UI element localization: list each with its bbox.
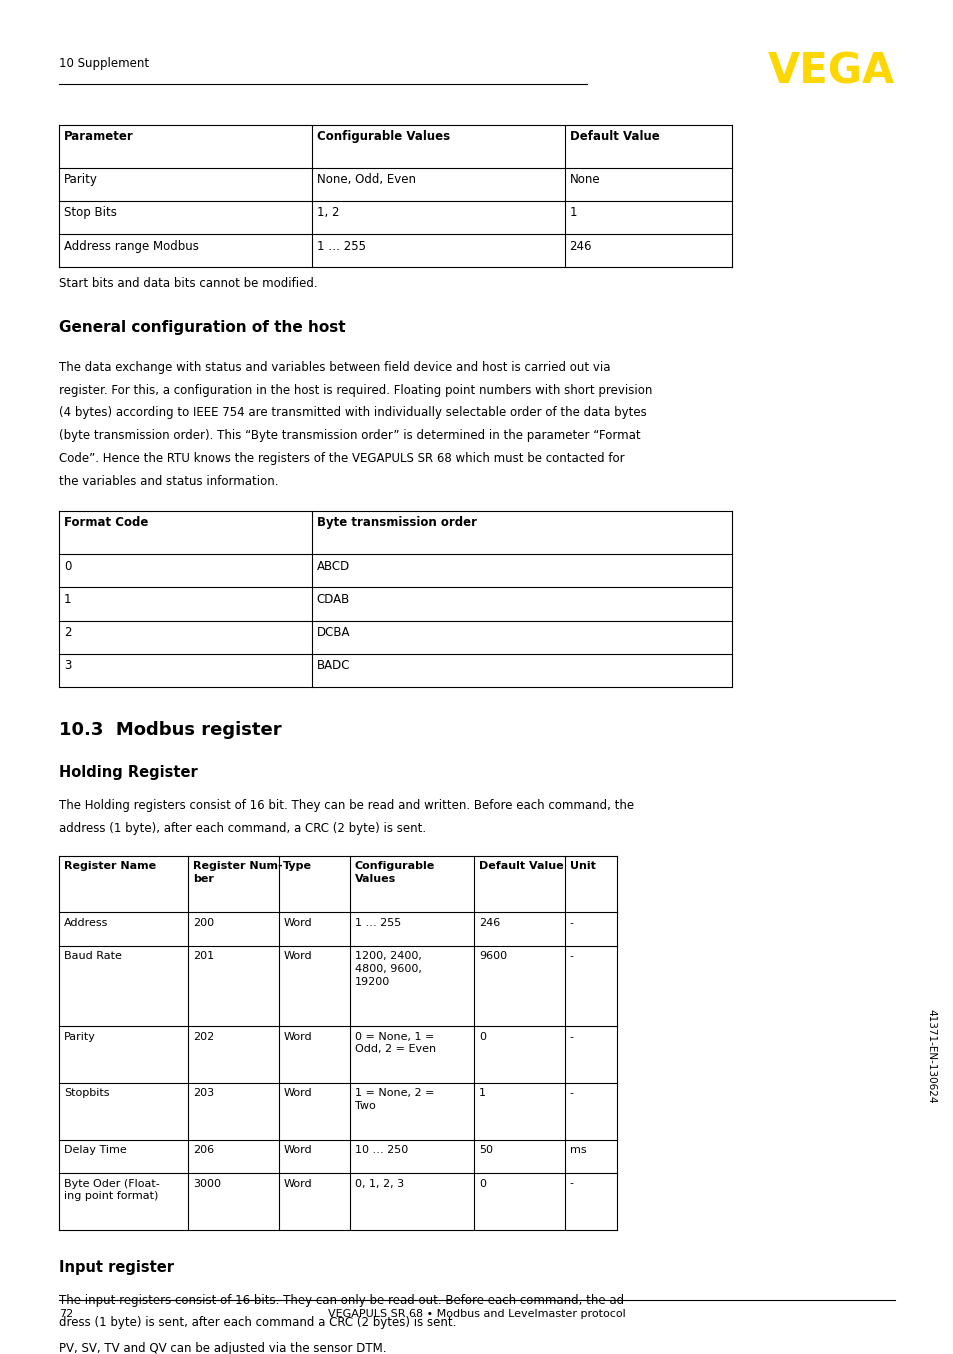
Text: Word: Word: [283, 918, 312, 927]
Text: Configurable
Values: Configurable Values: [355, 861, 435, 884]
Text: 9600: 9600: [478, 951, 506, 961]
Text: 0: 0: [478, 1032, 485, 1041]
Text: DCBA: DCBA: [316, 626, 350, 639]
Text: Word: Word: [283, 951, 312, 961]
Text: ABCD: ABCD: [316, 559, 350, 573]
Text: Byte Oder (Float-
ing point format): Byte Oder (Float- ing point format): [64, 1178, 159, 1201]
Text: 246: 246: [478, 918, 499, 927]
Text: Input register: Input register: [59, 1259, 174, 1274]
Text: 10.3  Modbus register: 10.3 Modbus register: [59, 720, 281, 739]
Text: Stop Bits: Stop Bits: [64, 206, 116, 219]
Text: None, Odd, Even: None, Odd, Even: [316, 173, 416, 187]
Text: 1: 1: [569, 206, 577, 219]
Text: 1, 2: 1, 2: [316, 206, 339, 219]
Text: 10 … 250: 10 … 250: [355, 1145, 408, 1155]
Text: Start bits and data bits cannot be modified.: Start bits and data bits cannot be modif…: [59, 276, 317, 290]
Text: Address: Address: [64, 918, 109, 927]
Text: 202: 202: [193, 1032, 213, 1041]
Text: 10 Supplement: 10 Supplement: [59, 57, 149, 70]
Text: Word: Word: [283, 1145, 312, 1155]
Text: -: -: [569, 1032, 573, 1041]
Text: The data exchange with status and variables between field device and host is car: The data exchange with status and variab…: [59, 360, 610, 374]
Text: Configurable Values: Configurable Values: [316, 130, 450, 144]
Text: Default Value: Default Value: [569, 130, 659, 144]
Text: 206: 206: [193, 1145, 213, 1155]
Text: General configuration of the host: General configuration of the host: [59, 320, 345, 336]
Text: 2: 2: [64, 626, 71, 639]
Text: 203: 203: [193, 1089, 213, 1098]
Text: ms: ms: [569, 1145, 585, 1155]
Text: Register Name: Register Name: [64, 861, 156, 871]
Text: 3: 3: [64, 659, 71, 672]
Text: Parity: Parity: [64, 173, 98, 187]
Text: 1 … 255: 1 … 255: [316, 240, 365, 253]
Text: register. For this, a configuration in the host is required. Floating point numb: register. For this, a configuration in t…: [59, 383, 652, 397]
Text: Parameter: Parameter: [64, 130, 133, 144]
Text: PV, SV, TV and QV can be adjusted via the sensor DTM.: PV, SV, TV and QV can be adjusted via th…: [59, 1342, 386, 1354]
Text: Default Value: Default Value: [478, 861, 563, 871]
Text: Word: Word: [283, 1178, 312, 1189]
Text: dress (1 byte) is sent, after each command a CRC (2 bytes) is sent.: dress (1 byte) is sent, after each comma…: [59, 1316, 456, 1330]
Text: address (1 byte), after each command, a CRC (2 byte) is sent.: address (1 byte), after each command, a …: [59, 822, 426, 835]
Text: Register Num-
ber: Register Num- ber: [193, 861, 282, 884]
Text: CDAB: CDAB: [316, 593, 350, 605]
Text: 246: 246: [569, 240, 592, 253]
Text: 50: 50: [478, 1145, 493, 1155]
Text: 1: 1: [478, 1089, 485, 1098]
Text: Word: Word: [283, 1089, 312, 1098]
Text: Parity: Parity: [64, 1032, 95, 1041]
Text: 72: 72: [59, 1309, 73, 1319]
Text: Address range Modbus: Address range Modbus: [64, 240, 198, 253]
Text: Baud Rate: Baud Rate: [64, 951, 122, 961]
Text: the variables and status information.: the variables and status information.: [59, 475, 278, 487]
Text: The Holding registers consist of 16 bit. They can be read and written. Before ea: The Holding registers consist of 16 bit.…: [59, 799, 634, 812]
Text: (4 bytes) according to IEEE 754 are transmitted with individually selectable ord: (4 bytes) according to IEEE 754 are tran…: [59, 406, 646, 420]
Text: (byte transmission order). This “Byte transmission order” is determined in the p: (byte transmission order). This “Byte tr…: [59, 429, 640, 443]
Text: BADC: BADC: [316, 659, 350, 672]
Text: 0, 1, 2, 3: 0, 1, 2, 3: [355, 1178, 403, 1189]
Text: 0: 0: [64, 559, 71, 573]
Text: -: -: [569, 1178, 573, 1189]
Text: 1: 1: [64, 593, 71, 605]
Text: 41371-EN-130624: 41371-EN-130624: [925, 1009, 935, 1104]
Text: 0: 0: [478, 1178, 485, 1189]
Text: Holding Register: Holding Register: [59, 765, 197, 780]
Text: Type: Type: [283, 861, 312, 871]
Text: Byte transmission order: Byte transmission order: [316, 516, 476, 529]
Text: VEGAPULS SR 68 • Modbus and Levelmaster protocol: VEGAPULS SR 68 • Modbus and Levelmaster …: [328, 1309, 625, 1319]
Text: 201: 201: [193, 951, 213, 961]
Text: Delay Time: Delay Time: [64, 1145, 127, 1155]
Text: Stopbits: Stopbits: [64, 1089, 110, 1098]
Text: 200: 200: [193, 918, 213, 927]
Text: -: -: [569, 918, 573, 927]
Text: 1 = None, 2 =
Two: 1 = None, 2 = Two: [355, 1089, 434, 1112]
Text: 3000: 3000: [193, 1178, 220, 1189]
Text: -: -: [569, 951, 573, 961]
Text: None: None: [569, 173, 599, 187]
Text: -: -: [569, 1089, 573, 1098]
Text: 0 = None, 1 =
Odd, 2 = Even: 0 = None, 1 = Odd, 2 = Even: [355, 1032, 436, 1055]
Text: Code”. Hence the RTU knows the registers of the VEGAPULS SR 68 which must be con: Code”. Hence the RTU knows the registers…: [59, 452, 624, 464]
Text: Word: Word: [283, 1032, 312, 1041]
Text: Format Code: Format Code: [64, 516, 148, 529]
Text: 1200, 2400,
4800, 9600,
19200: 1200, 2400, 4800, 9600, 19200: [355, 951, 421, 987]
Text: Unit: Unit: [569, 861, 595, 871]
Text: 1 … 255: 1 … 255: [355, 918, 400, 927]
Text: VEGA: VEGA: [767, 50, 894, 92]
Text: The input registers consist of 16 bits. They can only be read out. Before each c: The input registers consist of 16 bits. …: [59, 1293, 628, 1307]
